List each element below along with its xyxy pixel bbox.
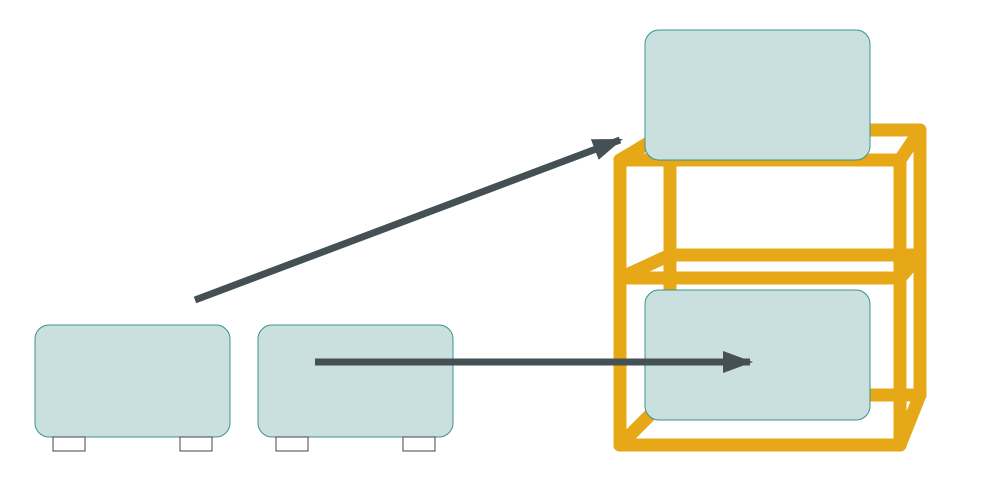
foot: [53, 437, 85, 451]
box-bot-right: [645, 290, 870, 420]
box-feet: [53, 437, 435, 451]
diagram-canvas: [0, 0, 1000, 500]
box-top-right: [645, 30, 870, 160]
boxes-group: [35, 30, 870, 437]
foot: [180, 437, 212, 451]
box-left-1: [35, 325, 230, 437]
arrow-upper: [195, 140, 620, 300]
foot: [276, 437, 308, 451]
foot: [403, 437, 435, 451]
box-left-2: [258, 325, 453, 437]
